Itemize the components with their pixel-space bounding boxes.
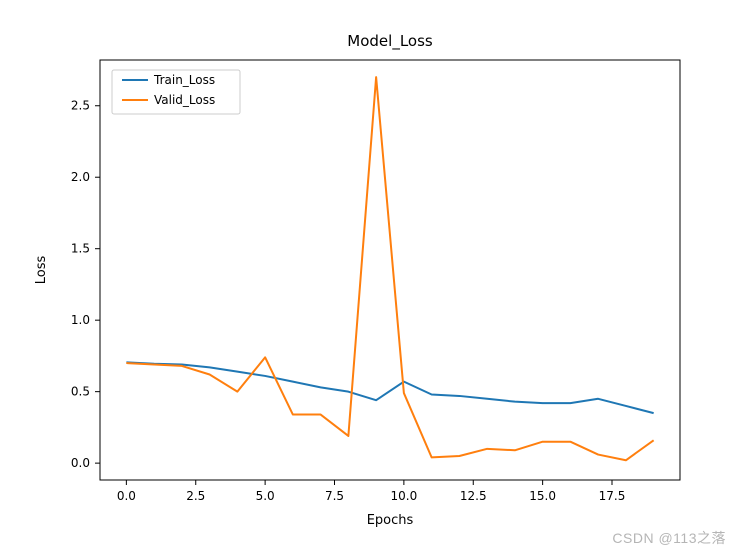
svg-text:10.0: 10.0 — [391, 489, 418, 503]
svg-text:7.5: 7.5 — [325, 489, 344, 503]
svg-text:0.0: 0.0 — [71, 456, 90, 470]
svg-text:0.0: 0.0 — [117, 489, 136, 503]
svg-text:2.0: 2.0 — [71, 170, 90, 184]
svg-text:17.5: 17.5 — [599, 489, 626, 503]
svg-text:1.5: 1.5 — [71, 242, 90, 256]
loss-chart: 0.0 2.5 5.0 7.5 10.0 12.5 15.0 17.5 0.0 0.5 1.0 1.5… — [0, 0, 734, 552]
svg-text:Loss: Loss — [34, 256, 49, 285]
watermark-text: CSDN @113之落 — [612, 528, 726, 548]
legend: Train_Loss Valid_Loss — [112, 70, 240, 114]
svg-text:12.5: 12.5 — [460, 489, 487, 503]
svg-text:1.0: 1.0 — [71, 313, 90, 327]
svg-text:Train_Loss: Train_Loss — [153, 73, 215, 87]
svg-text:Model_Loss: Model_Loss — [347, 32, 433, 51]
svg-text:15.0: 15.0 — [529, 489, 556, 503]
svg-text:2.5: 2.5 — [71, 99, 90, 113]
svg-text:Valid_Loss: Valid_Loss — [154, 93, 215, 107]
svg-text:5.0: 5.0 — [256, 489, 275, 503]
svg-text:Epochs: Epochs — [367, 513, 414, 528]
svg-text:2.5: 2.5 — [186, 489, 205, 503]
svg-text:0.5: 0.5 — [71, 385, 90, 399]
